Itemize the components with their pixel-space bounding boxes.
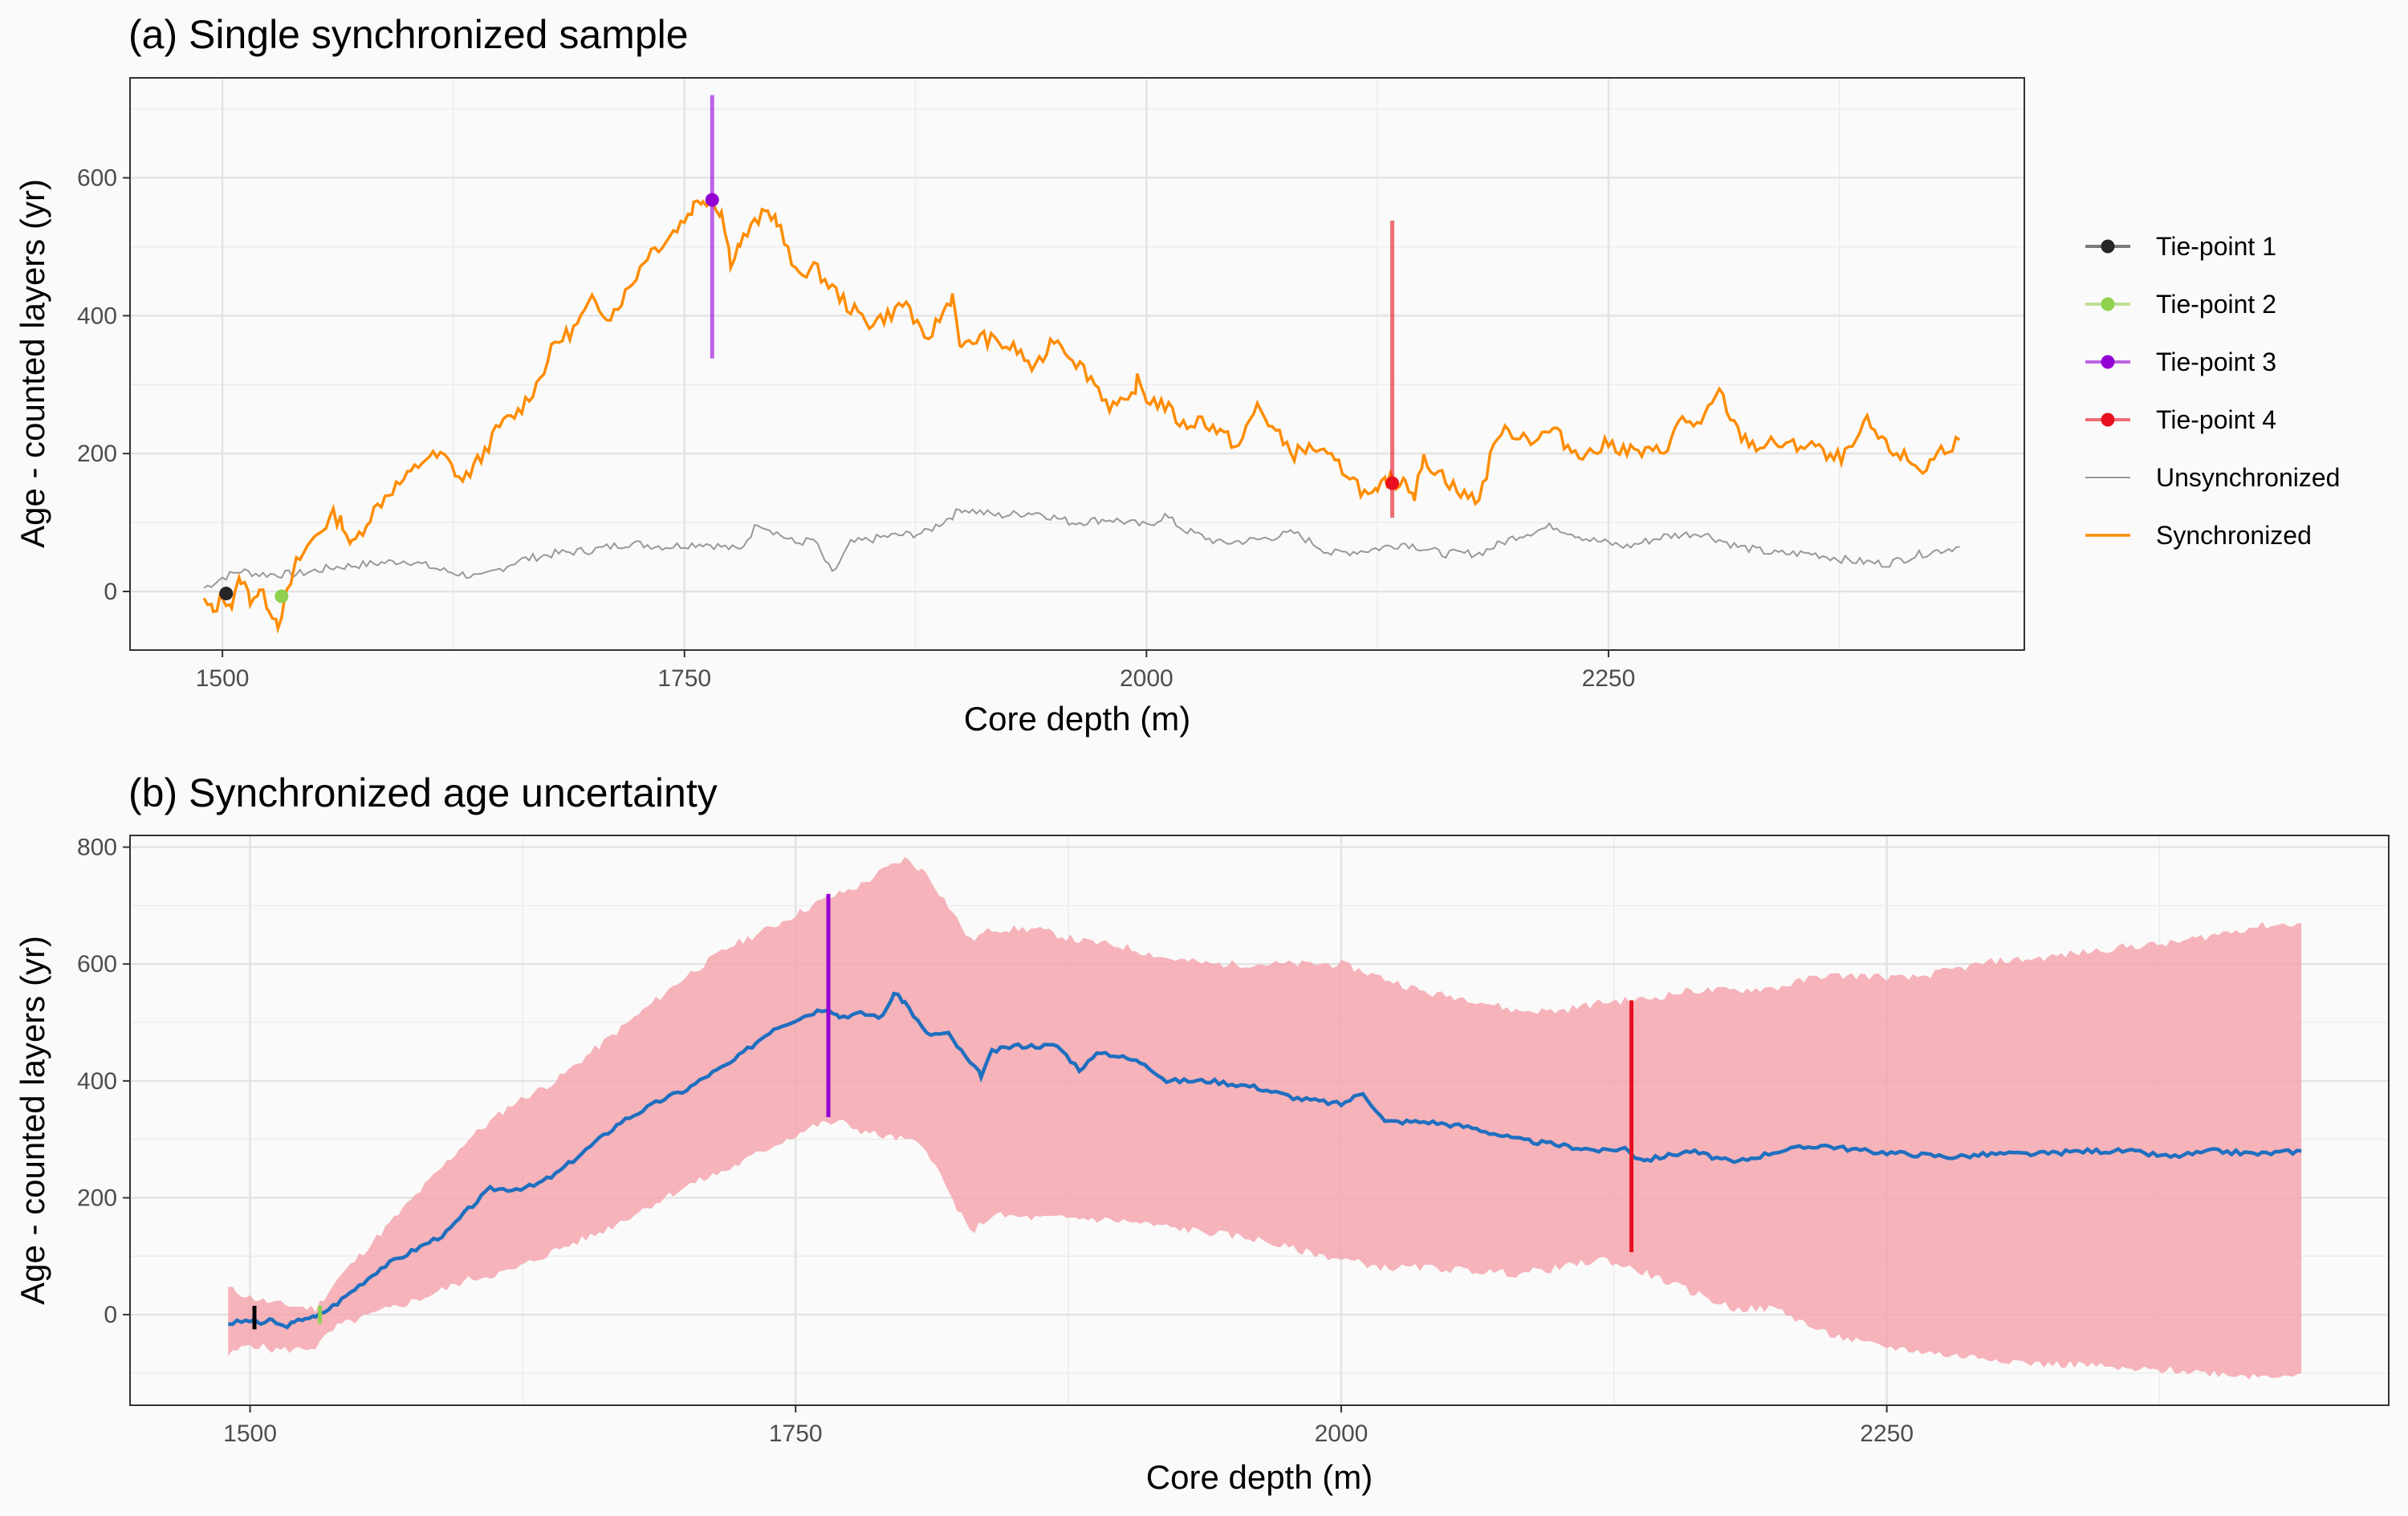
panel-b-ylabel: Age - counted layers (yr)	[14, 936, 51, 1305]
panel-a-tick-label-x: 2250	[1582, 665, 1636, 692]
tie-point-2-marker	[275, 589, 289, 604]
panel-b-frame	[129, 835, 2390, 1406]
legend-label: Tie-point 3	[2156, 348, 2276, 376]
panel-a-frame	[129, 77, 2025, 651]
panel-a-tick-label-y: 0	[104, 579, 117, 605]
panel-a-series	[202, 95, 1961, 634]
tie-point-1-marker	[219, 587, 234, 601]
panel-b-title: (b) Synchronized age uncertainty	[128, 770, 718, 815]
legend-key-marker	[2101, 355, 2115, 369]
legend-label: Tie-point 1	[2156, 232, 2276, 261]
panel-a-xlabel: Core depth (m)	[964, 700, 1190, 738]
legend-key-marker	[2101, 413, 2115, 427]
legend-label: Synchronized	[2156, 521, 2312, 550]
panel-a-ticks: 1500 1750 2000 2250 0 200 400 600	[77, 165, 1635, 692]
panel-a-legend: Tie-point 1 Tie-point 2 Tie-point 3 Tie-poi…	[2085, 232, 2340, 550]
panel-b-xlabel: Core depth (m)	[1146, 1458, 1373, 1496]
panel-b-ticks: 1500 1750 2000 2250 0 200 400 600 800	[77, 835, 1914, 1447]
panel-b: (b) Synchronized age uncertainty 1500 175…	[14, 770, 2390, 1496]
panel-b-tick-label-x: 1500	[223, 1420, 277, 1447]
legend-label: Tie-point 4	[2156, 405, 2276, 434]
panel-a-tick-label-y: 400	[77, 303, 117, 329]
panel-a: (a) Single synchronized sample 1500 1750 2…	[14, 12, 2340, 738]
panel-b-tick-label-y: 0	[104, 1302, 117, 1328]
panel-b-tick-label-y: 200	[77, 1185, 117, 1211]
panel-b-tick-label-x: 2000	[1315, 1420, 1369, 1447]
panel-a-ylabel: Age - counted layers (yr)	[14, 179, 51, 548]
panel-a-grid	[130, 78, 2024, 650]
panel-a-tick-label-y: 200	[77, 441, 117, 467]
panel-a-title: (a) Single synchronized sample	[128, 12, 689, 57]
tie-point-4-marker	[1385, 476, 1400, 490]
panel-b-tick-label-y: 800	[77, 835, 117, 861]
legend-key-marker	[2101, 239, 2115, 254]
panel-a-tick-label-x: 1500	[196, 665, 250, 692]
synchronized-line	[202, 199, 1961, 634]
median-line	[228, 991, 2302, 1330]
panel-b-tick-label-x: 2250	[1860, 1420, 1914, 1447]
legend-label: Tie-point 2	[2156, 290, 2276, 319]
tie-point-3-marker	[705, 193, 719, 207]
panel-b-series	[228, 856, 2302, 1380]
panel-a-tick-label-x: 2000	[1120, 665, 1173, 692]
legend-label: Unsynchronized	[2156, 463, 2340, 492]
panel-b-tick-label-y: 400	[77, 1068, 117, 1095]
panel-b-tick-label-y: 600	[77, 951, 117, 977]
uncertainty-band	[228, 856, 2302, 1380]
unsynchronized-line	[203, 508, 1960, 589]
panel-a-tick-label-x: 1750	[657, 665, 711, 692]
panel-a-tick-label-y: 600	[77, 165, 117, 192]
panel-b-tick-label-x: 1750	[769, 1420, 823, 1447]
legend-key-marker	[2101, 297, 2115, 311]
